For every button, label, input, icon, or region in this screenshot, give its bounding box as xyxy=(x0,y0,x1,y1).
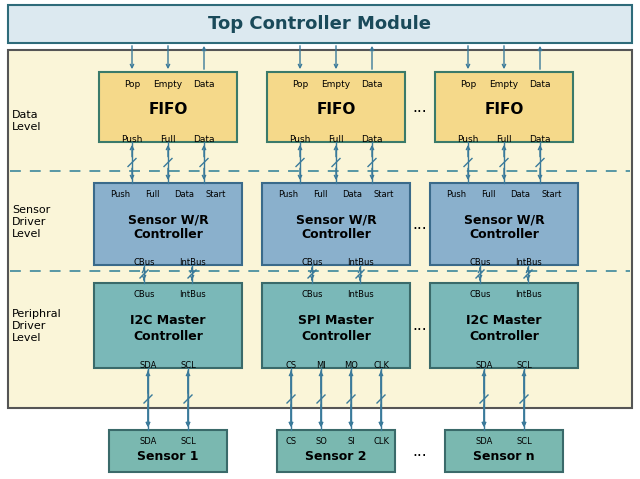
Bar xyxy=(99,72,237,142)
Text: Data: Data xyxy=(193,135,215,144)
Text: Empty: Empty xyxy=(321,80,351,89)
Text: SCL: SCL xyxy=(516,361,532,370)
Text: MI: MI xyxy=(316,361,326,370)
Text: SDA: SDA xyxy=(476,437,493,446)
Text: ...: ... xyxy=(413,318,428,332)
Text: CBus: CBus xyxy=(469,258,491,267)
Bar xyxy=(262,183,410,265)
Text: Pop: Pop xyxy=(124,80,140,89)
Text: Push: Push xyxy=(122,135,143,144)
Text: Periphral
Driver
Level: Periphral Driver Level xyxy=(12,309,61,342)
Bar xyxy=(109,430,227,472)
Text: Data: Data xyxy=(529,135,551,144)
Text: Sensor 2: Sensor 2 xyxy=(305,449,367,463)
Text: SCL: SCL xyxy=(180,437,196,446)
Text: Empty: Empty xyxy=(490,80,518,89)
Text: Data
Level: Data Level xyxy=(12,110,42,132)
Text: I2C Master
Controller: I2C Master Controller xyxy=(131,315,205,342)
Text: Full: Full xyxy=(328,135,344,144)
Text: Push: Push xyxy=(458,135,479,144)
Text: Sensor W/R
Controller: Sensor W/R Controller xyxy=(463,213,545,241)
Text: ...: ... xyxy=(413,444,428,458)
Bar xyxy=(94,183,242,265)
Text: FIFO: FIFO xyxy=(148,102,188,116)
Text: SDA: SDA xyxy=(140,437,157,446)
Text: Empty: Empty xyxy=(154,80,182,89)
Text: CBus: CBus xyxy=(301,258,323,267)
Bar xyxy=(445,430,563,472)
Text: Pop: Pop xyxy=(292,80,308,89)
Text: CLK: CLK xyxy=(373,437,389,446)
Text: SCL: SCL xyxy=(180,361,196,370)
Text: Start: Start xyxy=(206,190,226,199)
Text: ...: ... xyxy=(413,217,428,231)
Bar xyxy=(94,283,242,368)
Text: SI: SI xyxy=(347,437,355,446)
Text: Full: Full xyxy=(145,190,159,199)
Text: IntBus: IntBus xyxy=(347,258,373,267)
Bar xyxy=(435,72,573,142)
Text: Sensor W/R
Controller: Sensor W/R Controller xyxy=(296,213,376,241)
Text: I2C Master
Controller: I2C Master Controller xyxy=(467,315,541,342)
Text: Data: Data xyxy=(529,80,551,89)
Text: SPI Master
Controller: SPI Master Controller xyxy=(298,315,374,342)
Text: Data: Data xyxy=(174,190,194,199)
Text: CBus: CBus xyxy=(469,290,491,299)
Text: Data: Data xyxy=(193,80,215,89)
Text: CBus: CBus xyxy=(133,258,155,267)
Bar xyxy=(430,283,578,368)
Bar xyxy=(8,50,632,408)
Text: FIFO: FIFO xyxy=(484,102,524,116)
Bar xyxy=(430,183,578,265)
Text: CBus: CBus xyxy=(133,290,155,299)
Text: Data: Data xyxy=(361,80,383,89)
Text: IntBus: IntBus xyxy=(515,290,541,299)
Text: Push: Push xyxy=(278,190,298,199)
Text: Push: Push xyxy=(446,190,466,199)
Bar xyxy=(267,72,405,142)
Text: Sensor 1: Sensor 1 xyxy=(137,449,199,463)
Bar xyxy=(262,283,410,368)
Text: Top Controller Module: Top Controller Module xyxy=(209,15,431,33)
Text: SDA: SDA xyxy=(140,361,157,370)
Text: Full: Full xyxy=(313,190,327,199)
Bar xyxy=(8,5,632,43)
Text: CBus: CBus xyxy=(301,290,323,299)
Text: Data: Data xyxy=(361,135,383,144)
Text: Full: Full xyxy=(496,135,512,144)
Text: SO: SO xyxy=(315,437,327,446)
Text: MO: MO xyxy=(344,361,358,370)
Text: Start: Start xyxy=(542,190,562,199)
Text: CLK: CLK xyxy=(373,361,389,370)
Text: IntBus: IntBus xyxy=(515,258,541,267)
Text: Data: Data xyxy=(510,190,530,199)
Text: Full: Full xyxy=(160,135,176,144)
Text: Sensor n: Sensor n xyxy=(473,449,535,463)
Text: Pop: Pop xyxy=(460,80,476,89)
Text: SCL: SCL xyxy=(516,437,532,446)
Bar xyxy=(277,430,395,472)
Text: Start: Start xyxy=(374,190,394,199)
Text: IntBus: IntBus xyxy=(179,290,205,299)
Text: Sensor W/R
Controller: Sensor W/R Controller xyxy=(127,213,209,241)
Text: FIFO: FIFO xyxy=(316,102,356,116)
Text: CS: CS xyxy=(285,361,296,370)
Text: Data: Data xyxy=(342,190,362,199)
Text: Push: Push xyxy=(110,190,130,199)
Text: IntBus: IntBus xyxy=(347,290,373,299)
Text: Sensor
Driver
Level: Sensor Driver Level xyxy=(12,205,51,239)
Text: CS: CS xyxy=(285,437,296,446)
Text: Full: Full xyxy=(481,190,495,199)
Text: Push: Push xyxy=(289,135,310,144)
Text: SDA: SDA xyxy=(476,361,493,370)
Text: ...: ... xyxy=(413,100,428,114)
Text: IntBus: IntBus xyxy=(179,258,205,267)
